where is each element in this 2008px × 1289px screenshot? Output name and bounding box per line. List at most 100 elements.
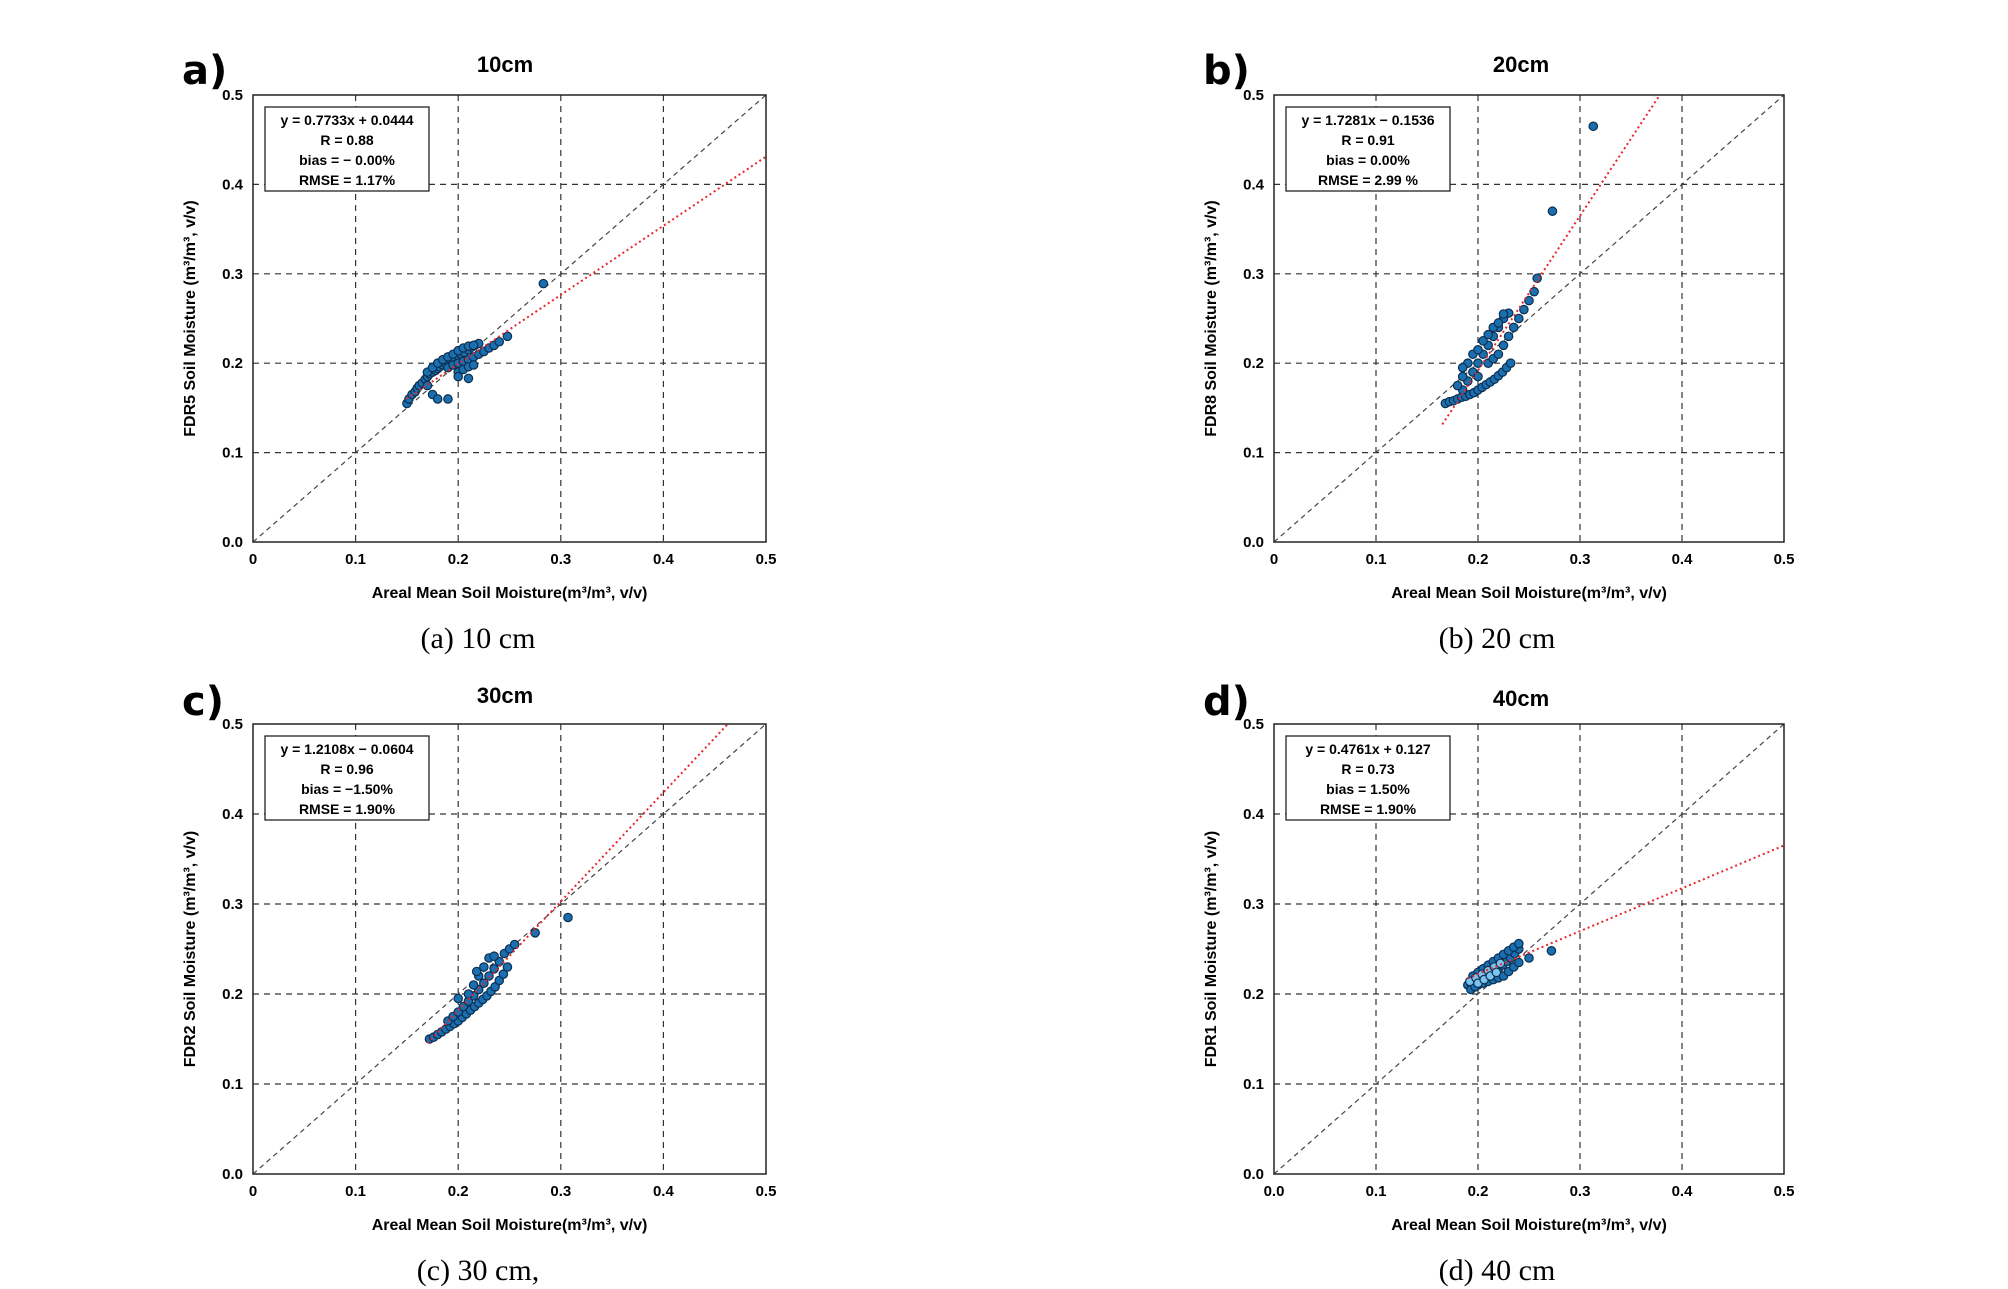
plot-frame xyxy=(252,94,767,543)
panel-letter: b) xyxy=(1203,48,1250,94)
one-to-one-line xyxy=(253,95,766,542)
regression-line xyxy=(406,155,766,400)
data-point xyxy=(484,971,494,981)
panel-title: 30cm xyxy=(477,683,533,708)
data-point xyxy=(1519,304,1529,315)
y-axis-label: FDR2 Soil Moisture (m³/m³, v/v) xyxy=(182,831,199,1067)
data-point xyxy=(1498,309,1509,319)
y-tick-label: 0.1 xyxy=(1243,445,1264,462)
data-point xyxy=(1514,938,1524,949)
data-point xyxy=(1478,336,1488,346)
y-tick-label: 0.1 xyxy=(1243,1076,1264,1093)
y-tick-label: 0.5 xyxy=(222,87,243,104)
stat-line: R = 0.88 xyxy=(320,132,374,148)
data-point xyxy=(489,951,499,961)
x-axis-label: Areal Mean Soil Moisture(m³/m³, v/v) xyxy=(1391,1217,1667,1234)
panel-caption: (b) 20 cm xyxy=(1439,622,1556,655)
data-point xyxy=(494,336,505,347)
data-point xyxy=(1498,340,1509,351)
stat-line: RMSE = 2.99 % xyxy=(1318,172,1419,188)
data-point xyxy=(453,371,463,382)
data-point xyxy=(479,962,489,972)
data-point xyxy=(563,912,573,923)
x-tick-label: 0.2 xyxy=(1468,1183,1489,1200)
x-tick-label: 0 xyxy=(249,1183,257,1200)
scatter-plot: 0 0.1 0.2 0.3 0.4 0.5 0.0 0.1 0.2 0.3 0.4 0.5 Areal … xyxy=(1203,87,1794,602)
x-tick-label: 0.1 xyxy=(345,551,366,568)
data-point xyxy=(1493,318,1504,328)
data-point xyxy=(1514,957,1524,968)
panel-b: b) 20cm (b) 20 cm 0 0.1 0.2 0.3 0.4 0.5 0.0 0.1… xyxy=(1203,48,1794,655)
data-point xyxy=(509,939,520,950)
regression-stats-box: y = 1.2108x − 0.0604 R = 0.96 bias = −1.50… xyxy=(264,735,430,821)
y-tick-label: 0.5 xyxy=(1243,87,1264,104)
y-tick-label: 0.0 xyxy=(1243,1166,1264,1183)
data-point xyxy=(471,966,482,977)
x-tick-label: 0.3 xyxy=(1570,551,1591,568)
stat-line: y = 0.7733x + 0.0444 xyxy=(280,112,413,128)
regression-line xyxy=(1441,95,1661,425)
x-tick-label: 0.2 xyxy=(448,1183,469,1200)
data-point xyxy=(463,373,474,384)
data-point xyxy=(432,394,443,404)
y-tick-label: 0.4 xyxy=(222,806,244,823)
stat-line: bias = − 0.00% xyxy=(299,152,395,168)
data-point xyxy=(1483,329,1493,340)
x-tick-label: 0.3 xyxy=(550,1183,571,1200)
data-point xyxy=(538,278,549,289)
stat-line: bias = 0.00% xyxy=(1326,152,1410,168)
data-point xyxy=(1491,967,1502,978)
scatter-plot: 0.0 0.1 0.2 0.3 0.4 0.5 0.0 0.1 0.2 0.3 0.4 0.5 Area… xyxy=(1203,716,1794,1234)
y-tick-label: 0.2 xyxy=(1243,986,1264,1003)
y-tick-label: 0.1 xyxy=(222,445,243,462)
data-point xyxy=(1457,371,1468,382)
y-axis-label: FDR8 Soil Moisture (m³/m³, v/v) xyxy=(1203,200,1220,436)
x-tick-label: 0.5 xyxy=(1774,1183,1795,1200)
y-tick-label: 0.2 xyxy=(222,355,243,372)
stat-line: y = 1.7281x − 0.1536 xyxy=(1301,112,1434,128)
y-tick-label: 0.4 xyxy=(1243,176,1265,193)
regression-stats-box: y = 1.7281x − 0.1536 R = 0.91 bias = 0.00%… xyxy=(1285,106,1451,192)
plot-frame xyxy=(252,723,767,1175)
x-tick-label: 0.4 xyxy=(653,551,675,568)
data-point xyxy=(1529,286,1539,297)
y-tick-label: 0.0 xyxy=(222,534,243,551)
stat-line: R = 0.73 xyxy=(1341,761,1395,777)
scatter-plot: 0 0.1 0.2 0.3 0.4 0.5 0.0 0.1 0.2 0.3 0.4 0.5 Areal … xyxy=(182,716,776,1234)
x-tick-label: 0.1 xyxy=(345,1183,366,1200)
data-point xyxy=(443,394,453,404)
one-to-one-line xyxy=(253,724,766,1174)
data-point xyxy=(502,962,513,972)
y-tick-label: 0.0 xyxy=(1243,534,1264,551)
data-point xyxy=(1493,349,1504,360)
panel-caption: (c) 30 cm, xyxy=(417,1254,539,1287)
regression-stats-box: y = 0.4761x + 0.127 R = 0.73 bias = 1.50% R… xyxy=(1285,735,1451,821)
panel-caption: (a) 10 cm xyxy=(421,622,536,655)
regression-line xyxy=(426,724,730,1044)
scatter-plot: 0 0.1 0.2 0.3 0.4 0.5 0.0 0.1 0.2 0.3 0.4 0.5 Areal … xyxy=(182,87,776,602)
y-tick-label: 0.5 xyxy=(222,716,243,733)
data-point xyxy=(1524,295,1534,306)
data-point xyxy=(1524,953,1534,963)
stat-line: y = 1.2108x − 0.0604 xyxy=(280,741,413,757)
x-axis-label: Areal Mean Soil Moisture(m³/m³, v/v) xyxy=(372,1217,648,1234)
panel-a: a) 10cm (a) 10 cm 0 0.1 0.2 0.3 0.4 0.5 0.0 0.1… xyxy=(182,48,776,655)
y-tick-label: 0.4 xyxy=(222,176,244,193)
x-axis-label: Areal Mean Soil Moisture(m³/m³, v/v) xyxy=(1391,585,1667,602)
y-tick-label: 0.3 xyxy=(1243,266,1264,283)
data-point xyxy=(1514,313,1524,324)
data-point xyxy=(502,331,513,342)
panel-d: d) 40cm (d) 40 cm 0.0 0.1 0.2 0.3 0.4 0.50.00… xyxy=(1203,679,1794,1287)
y-tick-label: 0.4 xyxy=(1243,806,1265,823)
x-tick-label: 0.1 xyxy=(1366,551,1387,568)
x-tick-label: 0.1 xyxy=(1366,1183,1387,1200)
regression-line xyxy=(1467,844,1784,980)
stat-line: RMSE = 1.90% xyxy=(299,801,396,817)
data-point xyxy=(1508,322,1519,333)
y-tick-label: 0.1 xyxy=(222,1076,243,1093)
x-axis-label: Areal Mean Soil Moisture(m³/m³, v/v) xyxy=(372,585,648,602)
data-point xyxy=(468,340,479,351)
data-point xyxy=(422,380,433,391)
panel-letter: a) xyxy=(182,48,227,94)
